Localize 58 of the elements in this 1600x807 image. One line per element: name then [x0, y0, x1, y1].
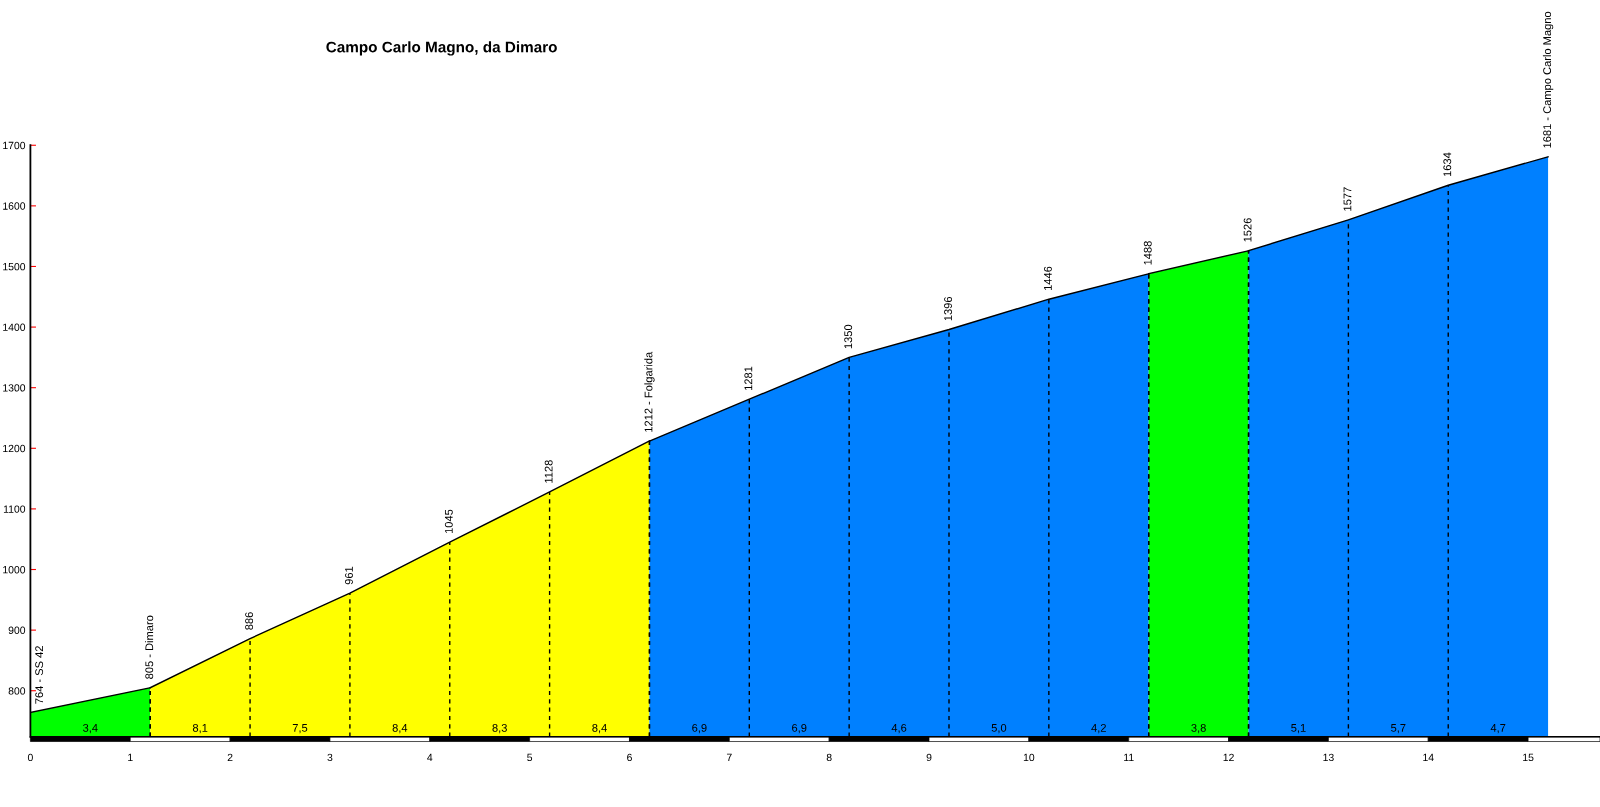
y-tick-label: 1600 — [3, 202, 26, 210]
x-tick-label: 10 — [1023, 753, 1035, 762]
annotation: 5,7 — [1391, 724, 1406, 734]
annotation: 6,9 — [692, 723, 707, 734]
annotation: 8,1 — [192, 723, 208, 734]
y-tick-label: 1200 — [3, 444, 26, 453]
annotation: 1488 — [1143, 241, 1152, 265]
annotation: 1577 — [1343, 187, 1352, 211]
annotation: 3,4 — [83, 723, 98, 734]
annotation: 1350 — [844, 324, 853, 349]
y-tick-label: 1100 — [3, 505, 26, 513]
annotation: 5,0 — [991, 723, 1007, 734]
annotation: 1526 — [1243, 218, 1252, 242]
x-tick-label: 12 — [1223, 753, 1234, 762]
annotation: 8,4 — [592, 723, 607, 734]
annotation: 1396 — [944, 296, 952, 321]
x-tick-label: 9 — [926, 753, 932, 762]
x-tick-label: 6 — [627, 753, 632, 762]
annotation: 4,6 — [891, 723, 907, 734]
annotation: 4,2 — [1091, 723, 1106, 734]
annotation: 3,8 — [1191, 723, 1206, 734]
annotation: 764 - SS 42 — [35, 646, 44, 704]
annotation: 8,4 — [392, 723, 408, 734]
annotation: 1045 — [444, 509, 453, 534]
y-tick-label: 1700 — [3, 141, 26, 150]
annotation: 1281 — [744, 366, 753, 391]
annotation: 1634 — [1443, 152, 1452, 177]
y-tick-label: 1300 — [3, 384, 26, 392]
x-tick-label: 8 — [826, 753, 832, 762]
annotation: 961 — [345, 566, 353, 585]
x-tick-label: 2 — [227, 753, 233, 762]
y-tick-label: 1400 — [3, 323, 26, 331]
annotation: 886 — [245, 612, 254, 630]
annotation: 1446 — [1043, 266, 1052, 291]
annotation: 1212 - Folgarida — [644, 351, 655, 432]
x-tick-label: 5 — [527, 753, 533, 762]
x-tick-label: 3 — [327, 753, 333, 762]
x-tick-label: 11 — [1124, 753, 1134, 762]
annotation: 4,7 — [1490, 724, 1506, 734]
y-tick-label: 900 — [8, 626, 26, 634]
x-tick-label: 14 — [1423, 753, 1434, 762]
x-tick-label: 13 — [1323, 753, 1334, 762]
y-tick-label: 1000 — [3, 566, 26, 574]
x-tick-label: 1 — [128, 753, 133, 762]
x-tick-label: 0 — [27, 753, 33, 762]
x-tick-label: 7 — [726, 753, 732, 762]
y-tick-label: 1500 — [3, 262, 26, 271]
annotation: 805 - Dimaro — [145, 615, 154, 679]
annotation: 6,9 — [792, 723, 807, 734]
x-tick-label: 15 — [1523, 753, 1534, 762]
chart-title: Campo Carlo Magno, da Dimaro — [326, 41, 557, 56]
annotation: 1128 — [544, 460, 553, 483]
annotation: 5,1 — [1291, 724, 1306, 734]
annotation: 7,5 — [292, 724, 308, 734]
annotation: 1681 - Campo Carlo Magno — [1542, 11, 1554, 148]
x-tick-label: 4 — [427, 753, 433, 762]
y-tick-label: 800 — [8, 687, 26, 695]
annotation: 8,3 — [492, 723, 507, 734]
